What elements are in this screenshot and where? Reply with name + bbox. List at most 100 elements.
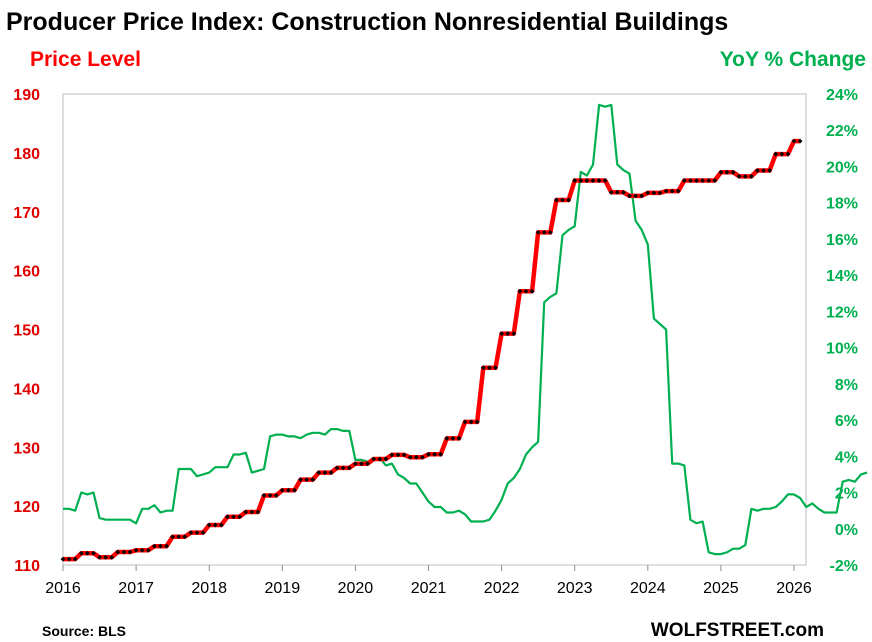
price-marker (773, 151, 779, 157)
price-marker (462, 419, 468, 425)
price-marker (115, 549, 121, 555)
right-tick-label: 24% (826, 87, 858, 104)
price-marker (621, 189, 626, 195)
source-note: Source: BLS (42, 623, 126, 639)
price-marker (231, 514, 236, 520)
price-marker (194, 530, 200, 536)
price-marker (261, 493, 267, 498)
price-level-markers (60, 138, 803, 562)
price-marker (353, 461, 358, 467)
left-tick-label: 140 (13, 381, 40, 398)
x-tick-label: 2020 (338, 580, 374, 597)
price-marker (529, 288, 535, 294)
right-tick-label: 18% (826, 196, 858, 213)
plot-area (62, 93, 807, 566)
brand-watermark: WOLFSTREET.com (651, 620, 824, 641)
price-marker (681, 178, 687, 183)
price-marker (377, 456, 383, 462)
price-marker (627, 193, 632, 199)
right-tick-label: 20% (826, 159, 858, 176)
price-marker (151, 543, 157, 549)
price-marker (206, 522, 212, 528)
price-marker (523, 288, 529, 294)
price-marker (255, 509, 261, 515)
right-tick-label: 4% (835, 449, 858, 466)
price-marker (748, 174, 754, 179)
price-marker (200, 530, 206, 536)
price-marker (170, 534, 176, 540)
price-marker (298, 477, 303, 483)
price-marker (535, 229, 541, 235)
left-tick-label: 130 (13, 440, 40, 457)
price-marker (541, 229, 547, 235)
price-marker (225, 514, 230, 520)
x-tick-label: 2019 (265, 580, 301, 597)
price-marker (700, 178, 706, 183)
price-marker (694, 178, 699, 183)
price-marker (487, 365, 492, 371)
right-tick-label: 22% (826, 123, 858, 140)
x-tick-label: 2022 (484, 580, 520, 597)
price-marker (578, 178, 584, 183)
price-marker (121, 549, 127, 555)
price-marker (109, 554, 115, 560)
left-tick-label: 170 (13, 205, 40, 222)
price-marker (426, 451, 431, 457)
right-tick-label: 6% (835, 413, 858, 430)
price-marker (237, 514, 243, 520)
price-marker (706, 178, 712, 183)
price-marker (566, 197, 572, 203)
left-axis-label: Price Level (30, 48, 141, 71)
price-marker (767, 168, 773, 173)
price-marker (145, 547, 151, 553)
price-marker (755, 168, 760, 173)
x-tick-label: 2026 (776, 580, 812, 597)
x-axis-ticks: 2016 2017 2018 2019 2020 2021 2022 2023 2024 2025… (45, 565, 812, 597)
price-marker (761, 168, 766, 173)
right-axis-label: YoY % Change (720, 48, 866, 71)
price-marker (91, 550, 96, 556)
price-marker (791, 138, 797, 144)
price-marker (633, 193, 639, 199)
price-marker (249, 509, 255, 515)
price-marker (420, 454, 425, 460)
x-tick-label: 2016 (45, 580, 81, 597)
price-marker (468, 419, 474, 425)
price-marker (127, 549, 133, 555)
price-marker (718, 169, 724, 175)
price-marker (322, 470, 328, 475)
right-tick-label: 14% (826, 268, 858, 285)
left-tick-label: 180 (13, 146, 40, 163)
price-marker (383, 456, 389, 462)
left-tick-label: 160 (13, 264, 40, 281)
left-tick-label: 110 (14, 558, 40, 575)
price-marker (359, 461, 364, 467)
price-marker (663, 188, 669, 194)
price-marker (651, 190, 657, 196)
price-marker (584, 178, 590, 183)
price-marker (103, 554, 109, 560)
price-marker (279, 487, 285, 493)
price-marker (285, 487, 291, 493)
x-tick-label: 2018 (191, 580, 227, 597)
left-tick-label: 120 (13, 499, 40, 516)
price-marker (139, 547, 145, 553)
price-marker (176, 534, 182, 540)
price-marker (639, 193, 645, 199)
price-marker (316, 470, 322, 475)
price-marker (444, 436, 450, 441)
price-marker (365, 461, 370, 467)
price-marker (371, 456, 377, 462)
price-marker (590, 178, 596, 183)
price-marker (554, 197, 559, 203)
price-marker (608, 189, 614, 195)
price-marker (401, 452, 407, 458)
left-tick-label: 150 (13, 323, 40, 340)
price-marker (432, 451, 437, 457)
right-tick-label: 8% (835, 377, 858, 394)
price-marker (328, 470, 334, 475)
price-marker (310, 477, 316, 483)
price-marker (602, 178, 608, 183)
chart-title: Producer Price Index: Construction Nonre… (6, 8, 728, 36)
price-marker (797, 138, 803, 144)
